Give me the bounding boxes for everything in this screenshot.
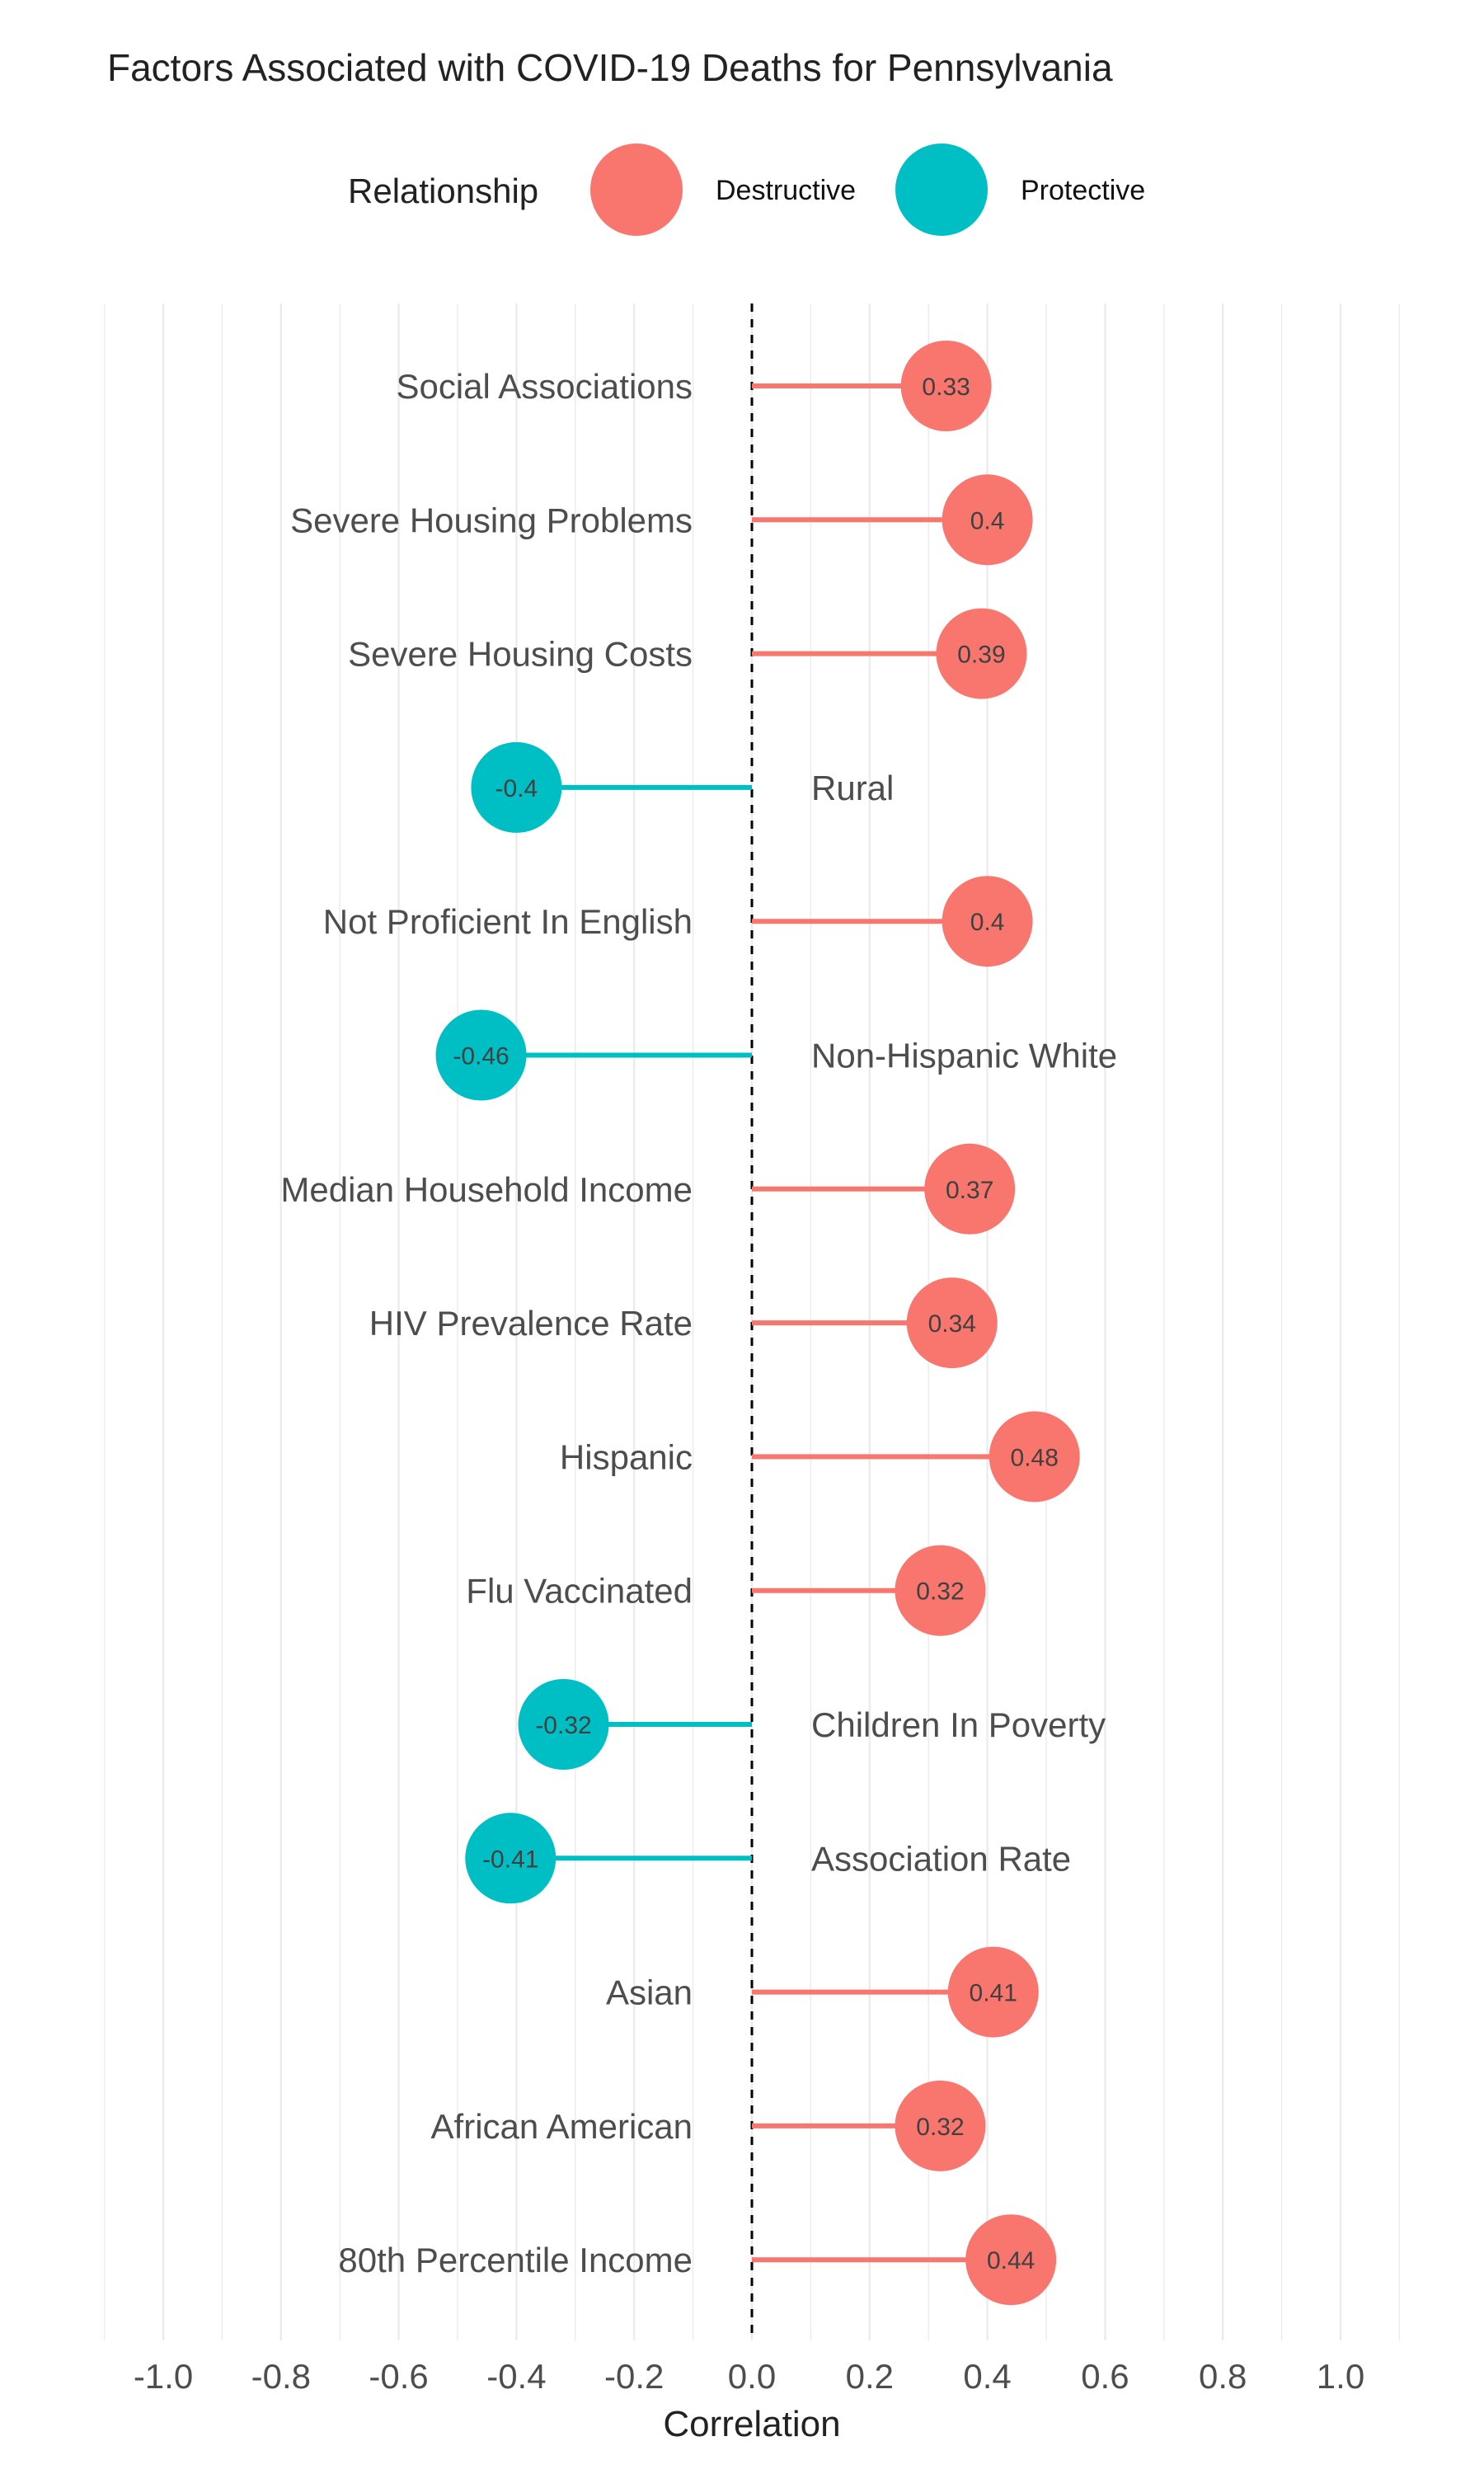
category-label: Severe Housing Costs <box>348 635 693 674</box>
x-tick-label: 0.4 <box>963 2357 1011 2396</box>
lollipop-marks: 0.33 0.4 0.39 -0.4 0.4 -0.46 0.37 0.34 0.48 0.32 -… <box>435 341 1080 2306</box>
value-label: -0.4 <box>495 775 538 802</box>
lollipop-point <box>924 1143 1016 1235</box>
legend-title: Relationship <box>348 172 538 210</box>
x-tick-label: 0.8 <box>1199 2357 1247 2396</box>
value-label: 0.41 <box>970 1980 1017 2007</box>
value-label: 0.4 <box>970 507 1005 534</box>
value-label: 0.48 <box>1011 1444 1059 1471</box>
x-axis-title: Correlation <box>663 2404 840 2444</box>
category-label: Rural <box>811 769 894 807</box>
lollipop-point <box>895 2080 986 2171</box>
lollipop-point <box>936 608 1027 699</box>
category-label: Hispanic <box>560 1437 693 1476</box>
value-label: -0.46 <box>453 1043 509 1070</box>
chart-title: Factors Associated with COVID-19 Deaths … <box>107 46 1113 89</box>
lollipop-point <box>518 1679 609 1770</box>
category-labels: Social Associations Severe Housing Proble… <box>280 367 1117 2279</box>
value-label: 0.4 <box>970 909 1005 936</box>
category-label: Children In Poverty <box>811 1705 1106 1744</box>
category-label: Association Rate <box>811 1839 1071 1878</box>
legend-label-destructive: Destructive <box>716 175 856 206</box>
lollipop-point <box>435 1009 527 1101</box>
legend: Relationship Destructive Protective <box>348 143 1145 236</box>
lollipop-point <box>471 741 562 833</box>
lollipop-point <box>900 341 992 431</box>
value-label: 0.39 <box>957 642 1005 669</box>
value-label: 0.32 <box>916 2114 964 2141</box>
legend-swatch-destructive <box>590 143 683 236</box>
lollipop-point <box>947 1946 1039 2038</box>
x-tick-label: -1.0 <box>134 2357 193 2396</box>
category-label: Severe Housing Problems <box>290 501 693 539</box>
category-label: Asian <box>606 1973 693 2012</box>
category-label: HIV Prevalence Rate <box>369 1304 693 1343</box>
lollipop-point <box>989 1411 1080 1503</box>
legend-swatch-protective <box>895 143 988 236</box>
lollipop-point <box>906 1277 998 1369</box>
lollipop-point <box>942 876 1033 967</box>
x-tick-label: -0.6 <box>369 2357 428 2396</box>
legend-entries: Destructive Protective <box>590 143 1145 236</box>
value-label: 0.34 <box>928 1310 976 1338</box>
value-label: -0.32 <box>535 1712 591 1739</box>
category-label: 80th Percentile Income <box>338 2241 693 2279</box>
value-label: 0.44 <box>987 2247 1035 2274</box>
value-label: 0.33 <box>922 374 970 401</box>
lollipop-point <box>942 474 1033 566</box>
category-label: Social Associations <box>396 367 693 406</box>
x-axis-ticks: -1.0 -0.8 -0.6 -0.4 -0.2 0.0 0.2 0.4 0.6 0.8 1.0 <box>134 2357 1364 2396</box>
x-tick-label: -0.4 <box>486 2357 546 2396</box>
x-tick-label: 0.0 <box>728 2357 776 2396</box>
category-label: Non-Hispanic White <box>811 1037 1117 1075</box>
x-tick-label: 1.0 <box>1317 2357 1364 2396</box>
value-label: -0.41 <box>482 1846 538 1873</box>
x-tick-label: 0.6 <box>1081 2357 1129 2396</box>
category-label: Not Proficient In English <box>323 902 693 941</box>
legend-label-protective: Protective <box>1021 175 1145 206</box>
value-label: 0.37 <box>946 1177 993 1204</box>
category-label: African American <box>431 2107 693 2146</box>
category-label: Flu Vaccinated <box>466 1572 693 1611</box>
lollipop-point <box>895 1545 986 1636</box>
x-tick-label: 0.2 <box>846 2357 894 2396</box>
x-tick-label: -0.2 <box>604 2357 664 2396</box>
lollipop-point <box>465 1813 556 1904</box>
x-tick-label: -0.8 <box>251 2357 311 2396</box>
category-label: Median Household Income <box>280 1170 693 1209</box>
value-label: 0.32 <box>916 1578 964 1606</box>
lollipop-point <box>965 2214 1057 2306</box>
